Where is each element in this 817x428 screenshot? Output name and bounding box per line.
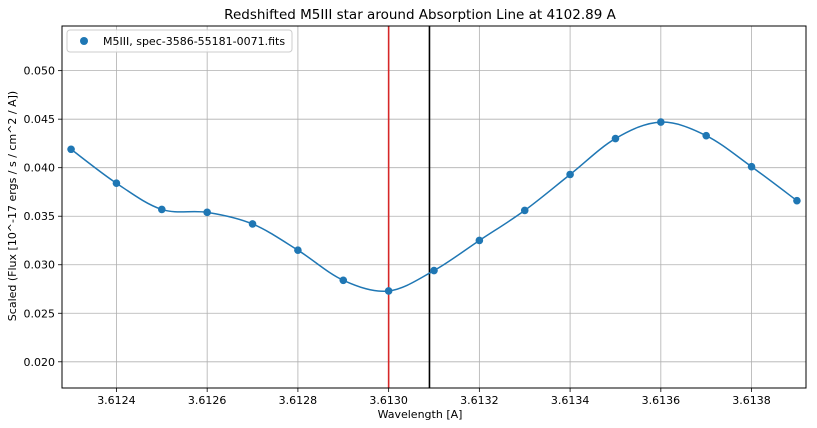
y-tick-label: 0.025 bbox=[24, 307, 56, 320]
chart-title: Redshifted M5III star around Absorption … bbox=[224, 7, 616, 23]
x-tick-label: 3.6126 bbox=[188, 394, 227, 407]
x-tick-label: 3.6134 bbox=[551, 394, 590, 407]
data-point bbox=[203, 208, 211, 217]
data-point bbox=[702, 131, 710, 140]
y-axis-ticks: 0.020 0.025 0.030 0.035 0.040 0.045 0.050 bbox=[24, 65, 62, 369]
data-points bbox=[67, 118, 801, 295]
x-tick-label: 3.6132 bbox=[460, 394, 499, 407]
legend: M5III, spec-3586-55181-0071.fits bbox=[66, 29, 293, 53]
data-point bbox=[384, 287, 393, 295]
legend-label: M5III, spec-3586-55181-0071.fits bbox=[103, 35, 285, 48]
y-tick-label: 0.035 bbox=[24, 210, 56, 223]
data-point bbox=[566, 170, 574, 179]
data-point bbox=[475, 236, 484, 245]
plot-frame bbox=[61, 25, 807, 389]
x-tick-label: 3.6124 bbox=[97, 394, 136, 407]
y-tick-label: 0.020 bbox=[24, 356, 56, 369]
data-point bbox=[112, 179, 121, 188]
y-axis-label: Scaled (Flux [10^-17 ergs / s / cm^2 / A… bbox=[6, 91, 19, 321]
plot-area bbox=[62, 26, 806, 388]
data-point bbox=[158, 205, 166, 214]
y-tick-label: 0.050 bbox=[24, 65, 56, 78]
data-point bbox=[793, 196, 801, 205]
legend-marker bbox=[80, 37, 88, 45]
data-point bbox=[67, 145, 75, 154]
x-tick-label: 3.6136 bbox=[642, 394, 681, 407]
y-tick-label: 0.030 bbox=[24, 259, 56, 272]
vertical-reference-lines bbox=[387, 26, 431, 388]
legend-box bbox=[66, 29, 293, 53]
data-point bbox=[339, 276, 348, 285]
data-point bbox=[747, 162, 756, 171]
y-tick-label: 0.040 bbox=[24, 162, 56, 175]
data-point bbox=[248, 220, 257, 228]
data-point bbox=[611, 134, 620, 143]
x-tick-label: 3.6138 bbox=[732, 394, 771, 407]
x-axis-ticks: 3.6124 3.6126 3.6128 3.6130 3.6132 3.6134 3.61… bbox=[97, 388, 771, 407]
x-axis-label: Wavelength [A] bbox=[378, 408, 463, 421]
x-tick-label: 3.6128 bbox=[279, 394, 318, 407]
data-point bbox=[657, 118, 665, 126]
grid-lines bbox=[62, 26, 806, 388]
data-point bbox=[294, 246, 302, 254]
data-point bbox=[520, 206, 529, 215]
data-point bbox=[430, 266, 438, 275]
y-tick-label: 0.045 bbox=[24, 113, 56, 126]
x-tick-label: 3.6130 bbox=[369, 394, 408, 407]
